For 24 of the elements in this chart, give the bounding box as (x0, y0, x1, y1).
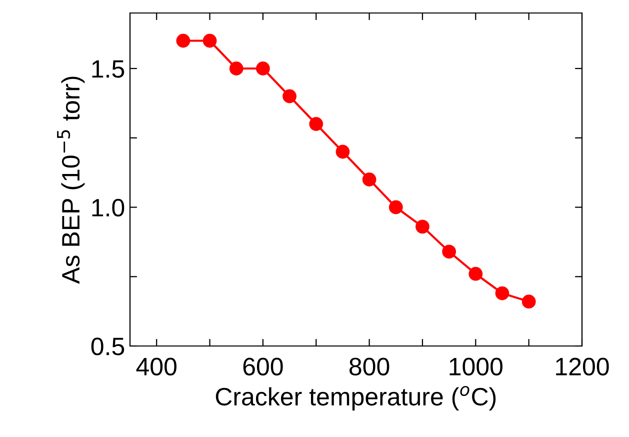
x-tick-label: 1200 (556, 358, 609, 376)
point (202, 34, 217, 48)
x-tick-label: 400 (136, 358, 176, 376)
point (495, 286, 510, 300)
point (442, 244, 456, 259)
point (362, 172, 376, 186)
point (388, 200, 403, 214)
point (416, 220, 430, 234)
point (522, 294, 536, 309)
y-axis-title: As BEP (10$^{−5}$ torr) (57, 76, 85, 284)
point (468, 266, 483, 281)
point (176, 34, 190, 48)
point (282, 89, 296, 104)
point (336, 144, 350, 159)
x-tick-label: 600 (243, 358, 283, 376)
x-axis-title: Cracker temperature ($^{o}$C) (216, 386, 496, 411)
y-tick-label: 0.5 (91, 338, 124, 356)
point (229, 62, 244, 76)
point (309, 117, 324, 131)
point (256, 62, 270, 76)
y-tick-label: 1.0 (92, 198, 124, 217)
x-tick-label: 1000 (450, 358, 502, 376)
x-tick-label: 800 (350, 358, 390, 376)
y-tick-label: 1.5 (92, 60, 124, 78)
